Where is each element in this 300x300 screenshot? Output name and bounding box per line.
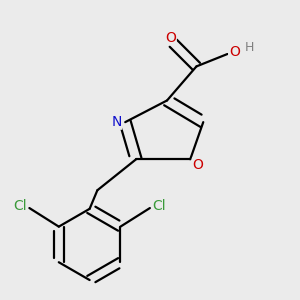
Text: O: O bbox=[193, 158, 203, 172]
Text: Cl: Cl bbox=[152, 199, 166, 213]
Text: O: O bbox=[229, 44, 240, 58]
Text: Cl: Cl bbox=[13, 199, 27, 213]
Text: H: H bbox=[245, 41, 254, 54]
Text: O: O bbox=[165, 31, 176, 45]
Text: N: N bbox=[111, 115, 122, 129]
